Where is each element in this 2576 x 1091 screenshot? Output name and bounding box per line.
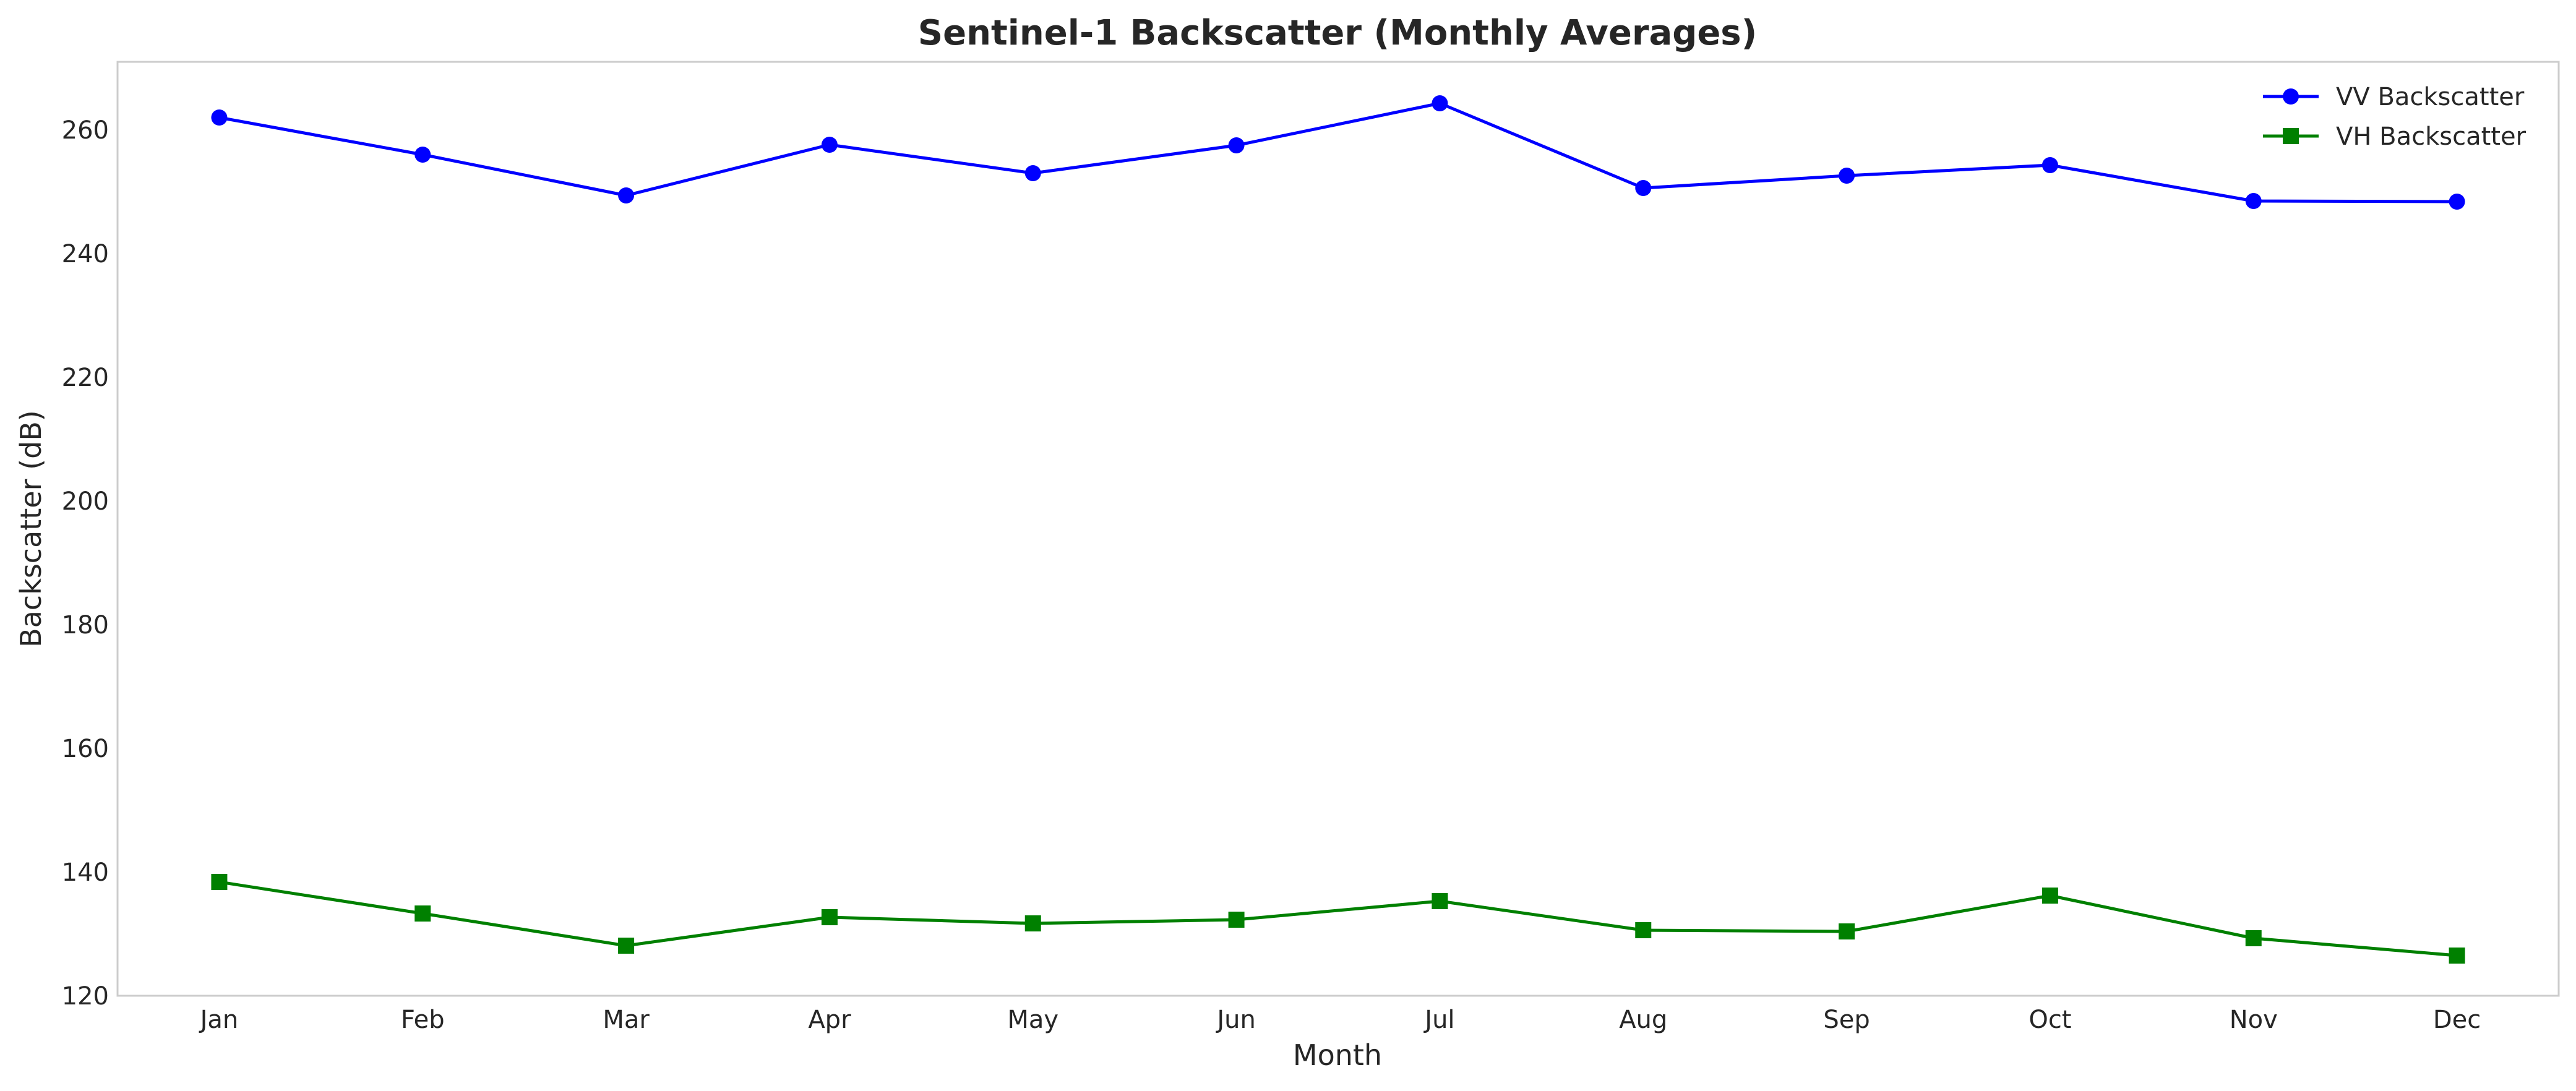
x-tick-label: Sep <box>1823 1006 1870 1034</box>
y-tick-label: 180 <box>62 611 109 640</box>
data-point <box>1432 893 1448 909</box>
y-tick-label: 260 <box>62 116 109 145</box>
legend-marker <box>2283 128 2299 144</box>
data-point <box>1432 95 1448 111</box>
data-point <box>1839 168 1855 184</box>
x-tick-label: Aug <box>1619 1006 1667 1034</box>
series-line <box>219 880 2457 957</box>
data-point <box>2041 157 2058 173</box>
data-point <box>618 938 635 954</box>
x-tick-label: Oct <box>2029 1006 2071 1034</box>
data-point <box>2245 193 2262 209</box>
x-tick-label: Feb <box>401 1006 445 1034</box>
series-vh <box>211 874 2465 964</box>
data-point <box>2245 930 2262 946</box>
legend-marker <box>2283 88 2299 105</box>
y-tick-label: 140 <box>62 858 109 887</box>
x-tick-label: Jul <box>1423 1006 1454 1034</box>
plot-area-frame <box>116 61 2560 997</box>
x-tick-label: Nov <box>2230 1006 2278 1034</box>
x-tick-label: May <box>1007 1006 1058 1034</box>
y-tick-label: 240 <box>62 240 109 268</box>
data-point <box>618 187 635 203</box>
x-tick-label: Mar <box>603 1006 650 1034</box>
series-line <box>218 101 2457 203</box>
y-tick-label: 160 <box>62 735 109 763</box>
data-point <box>2449 194 2465 210</box>
y-tick-label: 200 <box>62 487 109 516</box>
data-point <box>211 874 228 890</box>
x-tick-label: Dec <box>2433 1006 2481 1034</box>
chart-title: Sentinel-1 Backscatter (Monthly Averages… <box>918 13 1757 53</box>
data-point <box>414 147 431 163</box>
data-point <box>2041 888 2058 904</box>
data-point <box>2449 948 2465 964</box>
data-point <box>1839 923 1855 939</box>
data-point <box>1024 165 1041 181</box>
data-point <box>1228 912 1245 928</box>
data-point <box>1024 915 1041 931</box>
data-point <box>821 137 838 153</box>
x-tick-label: Jan <box>199 1006 239 1034</box>
y-tick-label: 120 <box>62 982 109 1011</box>
data-point <box>1635 180 1652 196</box>
series-layer <box>211 95 2465 964</box>
legend: VV Backscatter VH Backscatter <box>2263 83 2527 151</box>
x-axis-ticks: Jan Feb Mar Apr May Jun Jul Aug Sep Oct Nov Dec <box>199 1006 2481 1034</box>
data-point <box>821 909 838 925</box>
x-tick-label: Apr <box>808 1006 851 1034</box>
data-point <box>211 109 228 126</box>
x-axis-label: Month <box>1293 1038 1382 1072</box>
legend-entry: VV Backscatter <box>2263 83 2525 111</box>
y-tick-label: 220 <box>62 364 109 392</box>
y-axis-ticks: 120 140 160 180 200 220 240 260 <box>62 116 109 1011</box>
series-vv <box>211 95 2465 210</box>
y-axis-label: Backscatter (dB) <box>14 410 48 648</box>
x-tick-label: Jun <box>1215 1006 1256 1034</box>
data-point <box>414 905 431 922</box>
legend-label: VV Backscatter <box>2336 83 2525 111</box>
legend-entry: VH Backscatter <box>2263 122 2527 151</box>
data-point <box>1228 137 1245 153</box>
data-point <box>1635 922 1652 938</box>
legend-label: VH Backscatter <box>2336 122 2527 151</box>
